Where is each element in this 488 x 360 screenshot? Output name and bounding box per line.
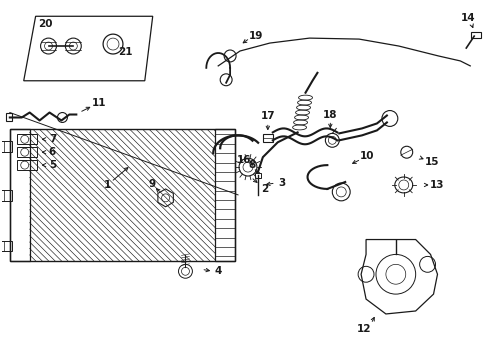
Bar — [254, 173, 260, 178]
Bar — [0, 240, 12, 251]
Bar — [10, 129, 235, 261]
Text: 1: 1 — [103, 180, 110, 190]
Bar — [0, 190, 12, 201]
Bar — [17, 160, 37, 170]
Text: 18: 18 — [323, 109, 337, 120]
Text: 12: 12 — [356, 324, 370, 334]
Text: 7: 7 — [49, 134, 56, 144]
Bar — [470, 32, 480, 38]
Bar — [0, 141, 12, 152]
Text: 21: 21 — [118, 47, 132, 57]
Text: 20: 20 — [39, 19, 53, 29]
Text: 4: 4 — [214, 266, 222, 276]
Text: 19: 19 — [248, 31, 263, 41]
Text: 9: 9 — [148, 179, 155, 189]
Bar — [17, 134, 37, 144]
Text: 13: 13 — [429, 180, 444, 190]
Text: 6: 6 — [49, 147, 56, 157]
Text: 15: 15 — [425, 157, 439, 167]
Bar — [263, 134, 272, 142]
Text: 10: 10 — [359, 151, 373, 161]
Text: 5: 5 — [49, 160, 56, 170]
Bar — [17, 147, 37, 157]
Text: 8: 8 — [248, 160, 255, 170]
Text: 3: 3 — [278, 178, 285, 188]
Text: 2: 2 — [261, 184, 268, 194]
Text: 14: 14 — [460, 13, 475, 23]
Text: 11: 11 — [92, 98, 106, 108]
Text: 17: 17 — [260, 112, 275, 121]
Bar — [6, 113, 12, 121]
Bar — [10, 129, 30, 261]
Text: 16: 16 — [236, 155, 251, 165]
